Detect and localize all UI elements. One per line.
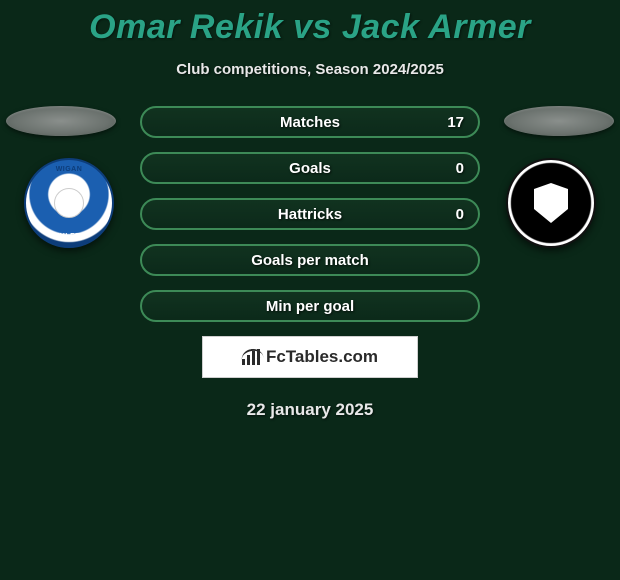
club-badge-left-bottomtext: ATHLETIC: [26, 233, 112, 240]
stat-label: Goals: [289, 160, 331, 177]
stats-list: Matches 17 Goals 0 Hattricks 0 Goals per…: [140, 106, 480, 322]
subtitle: Club competitions, Season 2024/2025: [0, 61, 620, 78]
branding-box[interactable]: FcTables.com: [202, 336, 418, 378]
branding-text: FcTables.com: [266, 347, 378, 367]
stat-label: Goals per match: [251, 252, 369, 269]
page-title: Omar Rekik vs Jack Armer: [0, 0, 620, 47]
stat-row-matches: Matches 17: [140, 106, 480, 138]
stat-row-goals-per-match: Goals per match: [140, 244, 480, 276]
club-badge-right-shield: [534, 183, 568, 223]
stat-label: Matches: [280, 114, 340, 131]
stat-label: Hattricks: [278, 206, 342, 223]
stat-value-right: 0: [456, 160, 464, 177]
stat-value-right: 0: [456, 206, 464, 223]
club-badge-left-center: [54, 188, 84, 218]
comparison-panel: WIGAN ATHLETIC Matches 17 Goals 0 Hattri…: [0, 106, 620, 420]
player-right-avatar-placeholder: [504, 106, 614, 136]
club-badge-right: [506, 158, 596, 248]
bar-chart-icon: [242, 349, 262, 365]
player-left-avatar-placeholder: [6, 106, 116, 136]
stat-value-right: 17: [447, 114, 464, 131]
stat-row-min-per-goal: Min per goal: [140, 290, 480, 322]
stat-label: Min per goal: [266, 298, 354, 315]
footer-date: 22 january 2025: [0, 400, 620, 420]
stat-row-goals: Goals 0: [140, 152, 480, 184]
club-badge-left-toptext: WIGAN: [26, 166, 112, 173]
stat-row-hattricks: Hattricks 0: [140, 198, 480, 230]
club-badge-left: WIGAN ATHLETIC: [24, 158, 114, 248]
